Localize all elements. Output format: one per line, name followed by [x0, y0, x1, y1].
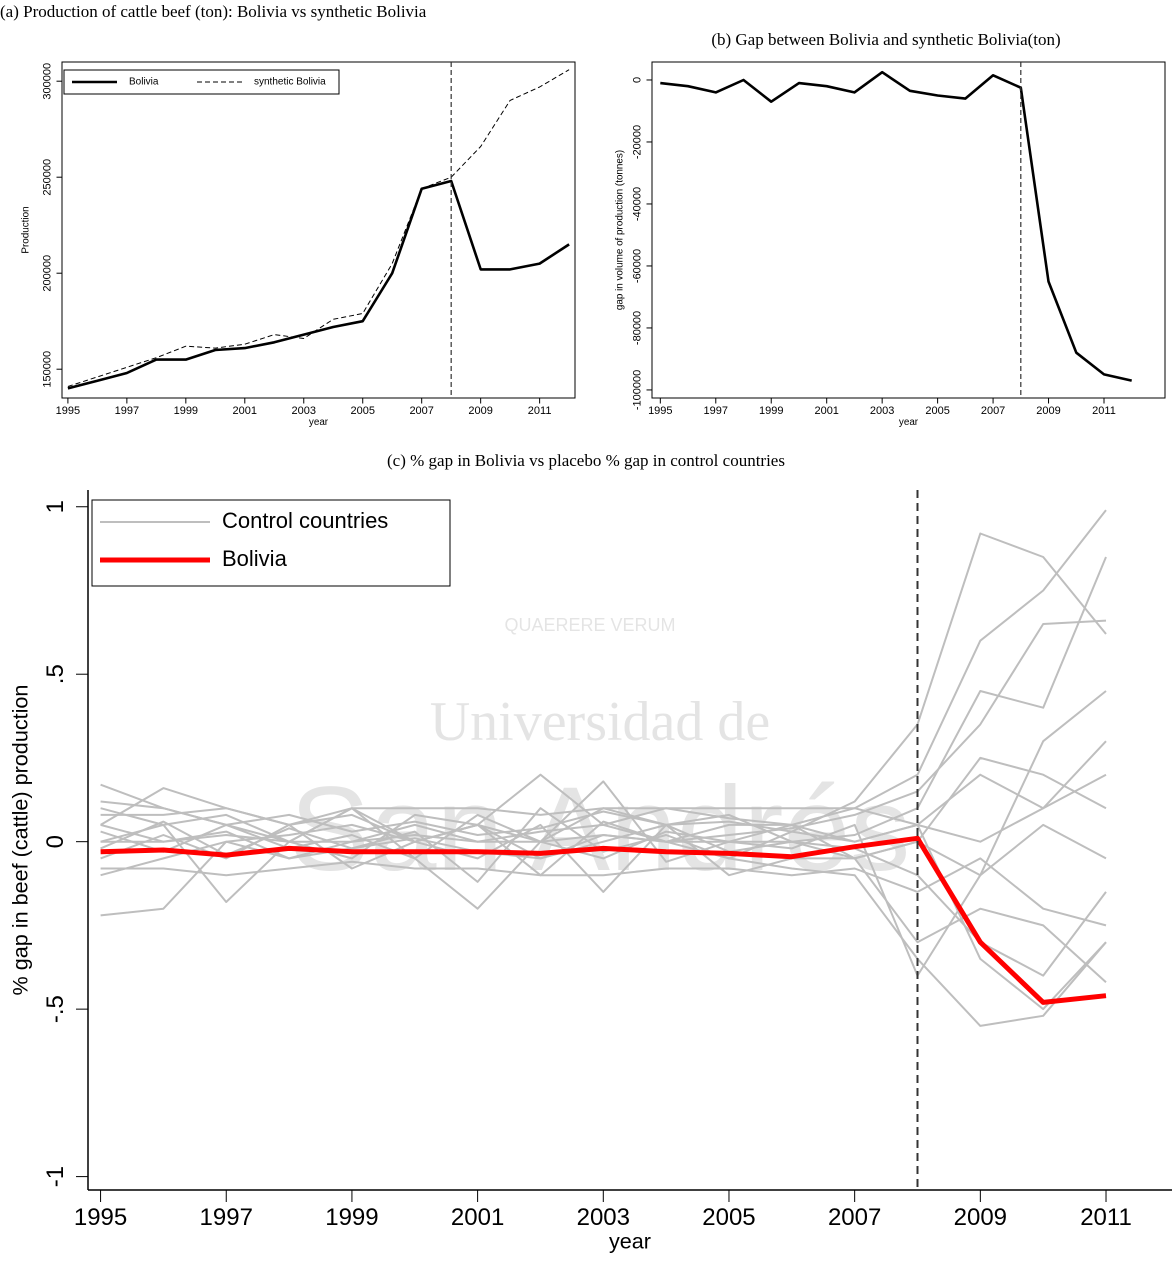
chart-title: (b) Gap between Bolivia and synthetic Bo…: [711, 30, 1061, 49]
x-tick-label: 1999: [325, 1204, 378, 1231]
series-line: [660, 70, 1132, 382]
series-line: [67, 69, 570, 387]
legend-box: [91, 499, 451, 587]
plot-frame: [61, 61, 576, 399]
y-tick-label: -60000: [632, 249, 644, 283]
y-axis-label: Production: [21, 206, 32, 253]
x-tick-label: 2007: [409, 405, 433, 417]
control-line: [100, 532, 1107, 836]
control-line: [100, 857, 1107, 927]
plot-frame: [651, 61, 1166, 399]
control-line: [100, 690, 1107, 977]
x-tick-label: 1997: [115, 405, 139, 417]
x-tick-label: 2007: [828, 1204, 881, 1231]
x-axis-label: year: [309, 417, 329, 428]
x-tick-label: 2001: [814, 405, 838, 417]
x-tick-label: 2011: [1080, 1204, 1132, 1231]
y-tick-label: 250000: [42, 159, 54, 196]
control-line: [100, 834, 1107, 1027]
x-tick-label: 2011: [1092, 405, 1116, 417]
x-tick-label: 1999: [759, 405, 783, 417]
legend-label: Control countries: [222, 508, 388, 533]
y-tick-label: -20000: [632, 125, 644, 159]
y-tick-label: -100000: [632, 370, 644, 410]
y-tick-label: 1: [42, 500, 69, 513]
x-tick-label: 2009: [468, 405, 492, 417]
y-tick-label: 0: [632, 77, 644, 83]
chart-title: (c) % gap in Bolivia vs placebo % gap in…: [387, 451, 785, 470]
y-tick-label: -.5: [42, 995, 69, 1023]
x-tick-label: 2009: [954, 1204, 1007, 1231]
y-tick-label: 300000: [42, 63, 54, 100]
x-tick-label: 2003: [870, 405, 894, 417]
control-line: [100, 556, 1107, 843]
y-axis-label: gap in volume of production (tonnes): [615, 150, 626, 310]
x-axis-label: year: [899, 417, 919, 428]
x-tick-label: 2001: [233, 405, 257, 417]
y-axis-label: % gap in beef (cattle) production: [8, 685, 33, 996]
x-tick-label: 2011: [528, 405, 552, 417]
y-tick-label: .5: [42, 664, 69, 684]
x-tick-label: 2005: [925, 405, 949, 417]
x-tick-label: 2003: [292, 405, 316, 417]
x-tick-label: 1999: [174, 405, 198, 417]
control-line: [100, 756, 1107, 860]
x-tick-label: 2001: [451, 1204, 504, 1231]
x-axis-label: year: [609, 1229, 651, 1254]
legend-label: synthetic Bolivia: [254, 77, 326, 88]
x-tick-label: 1995: [648, 405, 672, 417]
chart-title: (a) Production of cattle beef (ton): Bol…: [0, 2, 427, 21]
y-tick-label: -80000: [632, 311, 644, 345]
x-tick-label: 2009: [1036, 405, 1060, 417]
series-line: [100, 835, 1107, 1005]
legend-label: Bolivia: [129, 77, 159, 88]
x-tick-label: 1995: [56, 405, 80, 417]
series-line: [67, 179, 570, 390]
y-tick-label: -40000: [632, 187, 644, 221]
y-tick-label: -1: [42, 1166, 69, 1187]
y-tick-label: 0: [42, 835, 69, 848]
x-tick-label: 2003: [577, 1204, 630, 1231]
x-tick-label: 1997: [200, 1204, 253, 1231]
y-tick-label: 200000: [42, 255, 54, 292]
y-tick-label: 150000: [42, 351, 54, 388]
x-tick-label: 2005: [702, 1204, 755, 1231]
x-tick-label: 1997: [704, 405, 728, 417]
legend-label: Bolivia: [222, 546, 288, 571]
x-tick-label: 1995: [74, 1204, 127, 1231]
x-tick-label: 2007: [981, 405, 1005, 417]
x-tick-label: 2005: [350, 405, 374, 417]
control-line: [100, 813, 1107, 877]
